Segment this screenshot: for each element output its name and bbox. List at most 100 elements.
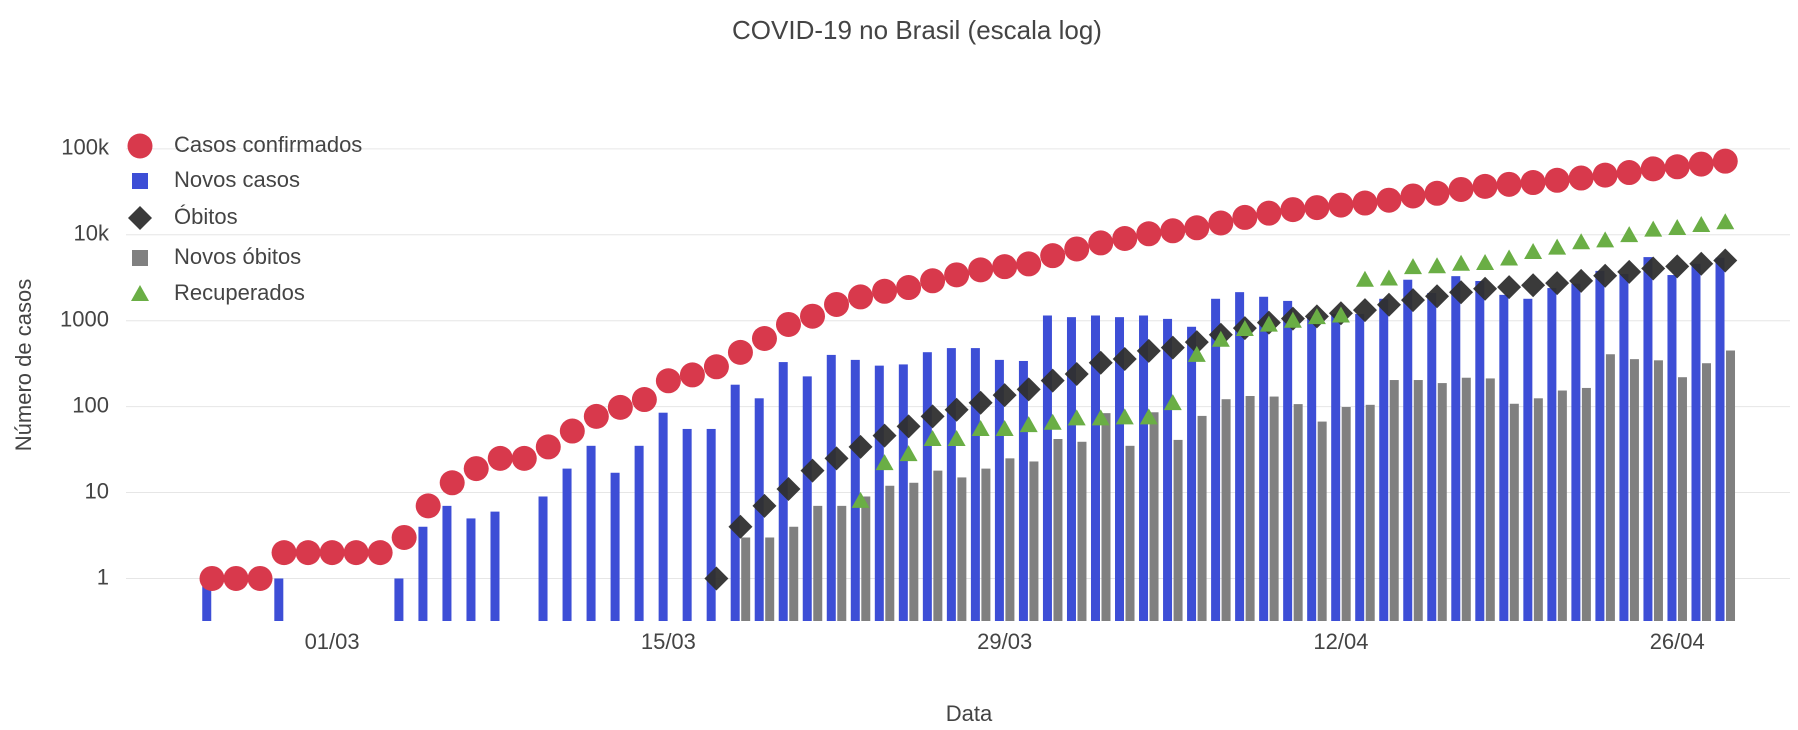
bar xyxy=(394,578,404,621)
marker xyxy=(415,493,441,519)
bar xyxy=(1259,296,1269,621)
bar xyxy=(490,511,500,621)
bar xyxy=(634,445,644,621)
marker xyxy=(968,390,993,415)
bar xyxy=(970,348,980,621)
marker xyxy=(1689,251,1714,276)
marker xyxy=(992,254,1018,280)
bar xyxy=(1331,313,1341,621)
bar xyxy=(1653,360,1663,621)
marker xyxy=(1500,249,1519,266)
bar xyxy=(1018,360,1028,621)
marker xyxy=(1568,165,1594,191)
marker xyxy=(1496,171,1522,197)
marker xyxy=(1692,215,1711,232)
bar xyxy=(1235,292,1245,621)
bar xyxy=(610,472,620,621)
marker xyxy=(1016,251,1042,277)
bar xyxy=(1005,458,1015,621)
bar xyxy=(922,352,932,621)
marker xyxy=(1644,220,1663,237)
y-tick-label: 10 xyxy=(85,478,109,503)
bar xyxy=(1726,350,1736,621)
legend-label: Novos casos xyxy=(174,167,300,192)
bar xyxy=(885,485,895,621)
bar xyxy=(274,578,284,621)
marker xyxy=(1404,258,1422,275)
marker xyxy=(848,284,874,310)
bar xyxy=(1101,413,1111,621)
marker xyxy=(1211,330,1230,347)
marker xyxy=(247,565,273,591)
y-tick-label: 10k xyxy=(74,221,110,246)
legend: Casos confirmados Novos casos Óbitos Novos … xyxy=(127,132,362,305)
bar xyxy=(1523,298,1533,621)
bar xyxy=(994,359,1004,621)
marker xyxy=(1379,269,1398,286)
bar xyxy=(1475,280,1485,621)
legend-label: Óbitos xyxy=(174,204,238,229)
marker xyxy=(1184,215,1210,241)
bar xyxy=(861,496,871,621)
marker xyxy=(1497,275,1522,300)
marker xyxy=(607,394,633,420)
x-tick-label: 12/04 xyxy=(1313,629,1368,654)
bar xyxy=(789,526,799,621)
marker xyxy=(319,540,345,566)
marker xyxy=(1665,254,1690,279)
marker xyxy=(1232,204,1258,230)
bar xyxy=(837,505,847,621)
marker xyxy=(875,454,894,471)
marker xyxy=(1352,190,1378,216)
marker xyxy=(1524,243,1543,260)
bar xyxy=(1547,288,1557,621)
y-tick-label: 1 xyxy=(97,564,109,589)
marker xyxy=(1160,335,1185,360)
marker xyxy=(1716,213,1735,230)
marker xyxy=(1280,197,1306,223)
y-axis-title: Número de casos xyxy=(11,279,36,451)
marker xyxy=(1428,257,1447,274)
marker xyxy=(1520,170,1546,196)
bar xyxy=(1029,461,1039,621)
bar xyxy=(874,365,884,621)
marker xyxy=(1616,160,1642,186)
marker xyxy=(1620,226,1639,243)
marker xyxy=(992,383,1017,408)
bar xyxy=(418,526,428,621)
marker xyxy=(1091,409,1110,426)
bar xyxy=(442,505,452,621)
bar xyxy=(1677,377,1687,621)
bar xyxy=(1293,404,1303,621)
marker xyxy=(1283,311,1302,328)
bar xyxy=(909,482,919,621)
legend-label: Recuperados xyxy=(174,280,305,305)
bar xyxy=(933,470,943,621)
marker xyxy=(463,456,489,482)
marker xyxy=(1401,288,1425,313)
marker xyxy=(947,430,966,447)
bar xyxy=(1643,257,1653,621)
marker xyxy=(1596,231,1615,248)
chart-title: COVID-19 no Brasil (escala log) xyxy=(732,15,1102,45)
bar xyxy=(1221,399,1231,621)
x-axis-title: Data xyxy=(946,701,993,726)
bar xyxy=(1619,273,1629,621)
bar xyxy=(1090,315,1100,621)
marker xyxy=(872,278,898,304)
x-tick-label: 01/03 xyxy=(305,629,360,654)
bar xyxy=(1427,293,1437,621)
marker xyxy=(1376,292,1401,317)
marker xyxy=(1593,263,1618,288)
marker xyxy=(1112,346,1137,371)
bar xyxy=(1605,354,1615,621)
marker xyxy=(1307,308,1326,325)
marker xyxy=(1043,413,1062,430)
marker xyxy=(655,368,681,394)
bar xyxy=(1053,439,1063,621)
marker xyxy=(872,423,897,448)
bar xyxy=(1139,315,1149,621)
marker xyxy=(511,445,537,471)
marker xyxy=(1352,298,1377,323)
